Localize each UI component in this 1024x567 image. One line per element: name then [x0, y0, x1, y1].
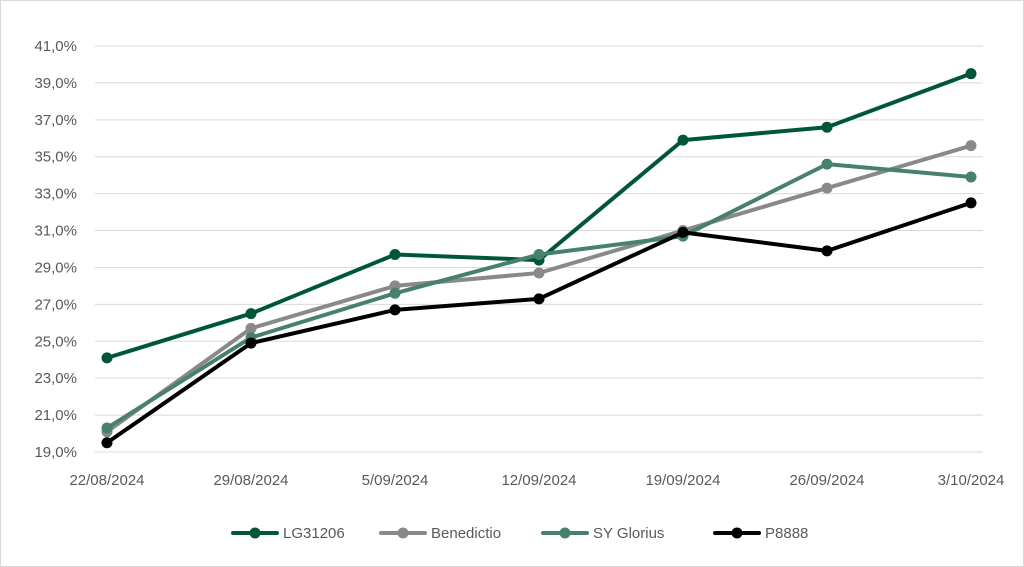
x-tick-label: 26/09/2024 — [789, 472, 864, 489]
y-tick-label: 25,0% — [34, 333, 77, 350]
x-tick-label: 19/09/2024 — [645, 472, 720, 489]
series-p8888 — [101, 197, 977, 449]
data-point — [965, 197, 977, 209]
legend-label: LG31206 — [283, 525, 345, 542]
legend-label: SY Glorius — [593, 525, 664, 542]
x-axis: 22/08/2024 29/08/2024 5/09/2024 12/09/2024 1… — [69, 451, 1005, 489]
data-point — [677, 134, 689, 146]
legend: LG31206 Benedictio SY Glorius P8888 — [231, 525, 808, 542]
legend-item: LG31206 — [231, 525, 345, 542]
x-tick-label: 12/09/2024 — [501, 472, 576, 489]
y-tick-label: 41,0% — [34, 38, 77, 55]
series-lg31206 — [101, 68, 977, 364]
y-tick-label: 31,0% — [34, 223, 77, 240]
legend-swatch-marker — [731, 527, 743, 539]
y-tick-label: 21,0% — [34, 407, 77, 424]
data-point — [677, 226, 689, 238]
legend-item: P8888 — [713, 525, 808, 542]
legend-swatch-marker — [397, 527, 409, 539]
y-tick-label: 37,0% — [34, 112, 77, 129]
y-tick-label: 23,0% — [34, 370, 77, 387]
legend-label: P8888 — [765, 525, 808, 542]
data-point — [245, 322, 257, 334]
data-point — [533, 249, 545, 261]
data-point — [101, 437, 113, 449]
data-point — [965, 171, 977, 183]
data-point — [533, 293, 545, 305]
data-point — [245, 308, 257, 320]
legend-item: Benedictio — [379, 525, 501, 542]
data-point — [965, 140, 977, 152]
x-tick-label: 22/08/2024 — [69, 472, 144, 489]
x-tick-label: 5/09/2024 — [362, 472, 429, 489]
data-point — [821, 182, 833, 194]
series-line — [105, 200, 973, 445]
data-point — [389, 304, 401, 316]
data-point — [965, 68, 977, 80]
legend-swatch-marker — [249, 527, 261, 539]
y-tick-label: 19,0% — [34, 444, 77, 461]
x-tick-label: 29/08/2024 — [213, 472, 288, 489]
y-tick-label: 35,0% — [34, 149, 77, 166]
series-line — [105, 71, 973, 360]
series-benedictio — [101, 140, 977, 438]
data-point — [821, 121, 833, 133]
data-point — [101, 422, 113, 434]
data-point — [245, 337, 257, 349]
y-tick-label: 27,0% — [34, 296, 77, 313]
legend-label: Benedictio — [431, 525, 501, 542]
legend-swatch-marker — [559, 527, 571, 539]
y-tick-label: 33,0% — [34, 186, 77, 203]
y-tick-label: 39,0% — [34, 75, 77, 92]
legend-item: SY Glorius — [541, 525, 664, 542]
x-tick-label: 3/10/2024 — [938, 472, 1005, 489]
y-tick-label: 29,0% — [34, 259, 77, 276]
data-point — [821, 245, 833, 257]
data-point — [821, 158, 833, 170]
data-point — [389, 287, 401, 299]
y-axis-ticks: 19,0% 21,0% 23,0% 25,0% 27,0% 29,0% 31,0% 33,0%… — [34, 38, 77, 461]
data-point — [533, 267, 545, 279]
series-group — [101, 68, 977, 449]
data-point — [101, 352, 113, 364]
series-line — [105, 143, 973, 434]
data-point — [389, 249, 401, 261]
